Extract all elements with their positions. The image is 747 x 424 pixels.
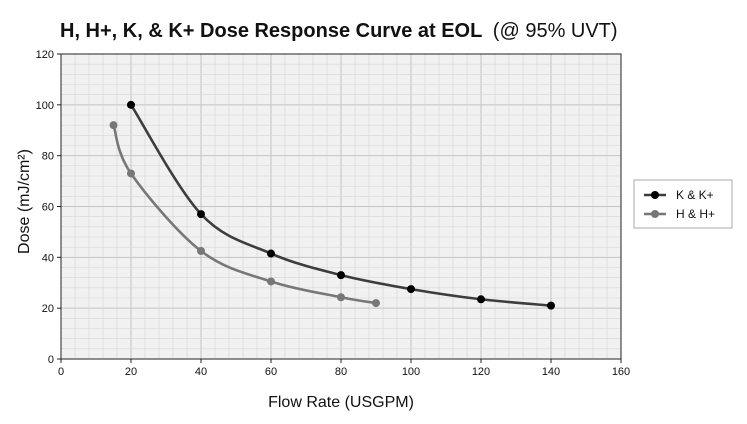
y-tick-label: 40 — [42, 252, 54, 264]
data-point — [547, 301, 555, 310]
data-point — [372, 299, 380, 308]
axis-ticks: 0 20 40 60 80 100 120 140 160 0 20 40 60 80 100 120 — [36, 49, 631, 378]
data-point — [109, 121, 118, 130]
data-point — [127, 169, 135, 178]
legend-label: K & K+ — [676, 188, 714, 202]
legend-marker-swatch — [651, 191, 659, 199]
legend-item: K & K+ — [644, 188, 714, 202]
y-tick-label: 80 — [42, 151, 54, 163]
y-tick-label: 100 — [36, 100, 54, 112]
data-point — [197, 210, 205, 219]
y-tick-label: 120 — [36, 49, 54, 61]
legend-marker-swatch — [651, 210, 659, 218]
data-point — [407, 285, 415, 294]
x-tick-label: 80 — [335, 366, 347, 378]
y-tick-label: 60 — [42, 202, 54, 214]
data-point — [267, 249, 275, 258]
x-tick-label: 60 — [265, 366, 277, 378]
legend-label: H & H+ — [676, 207, 715, 221]
chart-title: H, H+, K, & K+ Dose Response Curve at EO… — [60, 20, 618, 42]
series-1 — [109, 121, 380, 308]
data-point — [197, 246, 205, 255]
x-tick-label: 100 — [402, 366, 420, 378]
chart-title-subtitle: (@ 95% UVT) — [493, 20, 618, 42]
x-tick-label: 140 — [542, 366, 560, 378]
legend-items: K & K+ H & H+ — [644, 188, 715, 221]
y-tick-label: 0 — [48, 354, 54, 366]
series-group — [109, 100, 555, 310]
data-point — [127, 100, 135, 109]
x-tick-label: 0 — [58, 366, 64, 378]
grid — [61, 54, 621, 359]
x-tick-label: 160 — [612, 366, 630, 378]
data-point — [267, 277, 275, 286]
x-tick-label: 20 — [125, 366, 137, 378]
legend-box — [633, 179, 733, 229]
data-point — [337, 271, 345, 280]
chart-title-main: H, H+, K, & K+ Dose Response Curve at EO… — [60, 20, 482, 42]
legend-item: H & H+ — [644, 207, 715, 221]
data-point — [477, 295, 485, 304]
x-tick-label: 120 — [472, 366, 490, 378]
data-point — [337, 293, 345, 302]
y-tick-label: 20 — [42, 303, 54, 315]
x-tick-label: 40 — [195, 366, 207, 378]
legend: K & K+ H & H+ — [633, 179, 733, 229]
series-0 — [127, 100, 555, 310]
y-axis-label: Dose (mJ/cm²) — [16, 149, 33, 254]
x-axis-label: Flow Rate (USGPM) — [268, 394, 414, 411]
